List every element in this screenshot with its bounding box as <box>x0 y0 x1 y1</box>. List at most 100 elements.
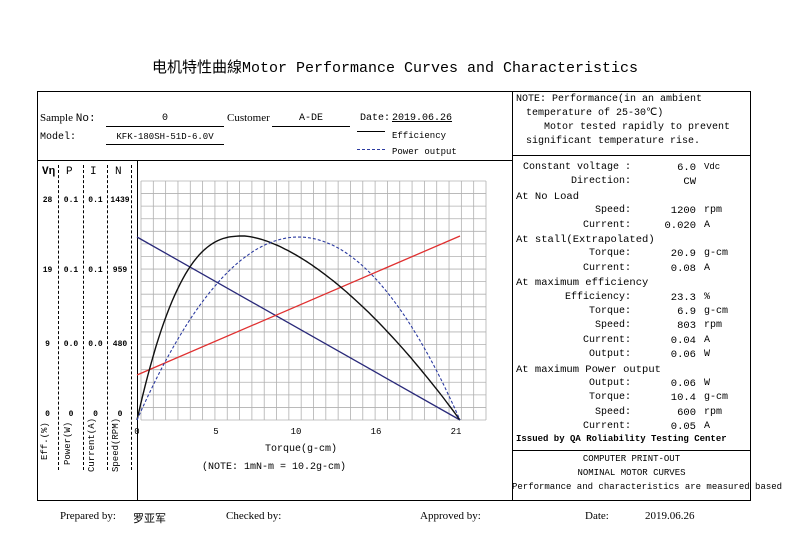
efficiency-curve <box>136 235 461 421</box>
spec-label: Speed: <box>594 205 631 217</box>
y-tick-power: 0.0 <box>63 340 79 349</box>
spec-unit: g-cm <box>704 392 729 404</box>
spec-value: 0.04 <box>670 334 696 347</box>
printout-line2: NOMINAL MOTOR CURVES <box>577 468 686 478</box>
x-axis-label: Torque(g-cm) <box>265 444 338 455</box>
spec-value: 20.9 <box>670 248 696 261</box>
spec-value: 0.06 <box>670 378 696 390</box>
spec-label: Efficiency: <box>564 291 631 303</box>
spec-value: 600 <box>677 406 696 419</box>
spec-label: Output: <box>588 378 631 389</box>
spec-section-header: At maximum efficiency <box>516 277 649 290</box>
spec-unit: g-cm <box>704 306 729 317</box>
y-tick-eff: 9 <box>45 340 50 349</box>
y-tick-power: 0.1 <box>63 266 79 275</box>
spec-unit: rpm <box>704 406 723 418</box>
spec-unit: A <box>704 334 711 346</box>
spec-label: Current: <box>582 262 631 274</box>
spec-value: 0.05 <box>670 421 696 434</box>
axis-header-power: P <box>66 166 73 178</box>
approved-label: Approved by: <box>420 510 481 522</box>
spec-unit: W <box>704 378 711 389</box>
spec-value: 0.020 <box>664 219 696 232</box>
spec-value: 10.4 <box>670 392 696 405</box>
y-tick-power: 0 <box>68 410 74 419</box>
x-tick-label: 10 <box>291 427 302 437</box>
speed-curve <box>136 236 461 421</box>
power-output-curve <box>136 236 461 421</box>
spec-unit: A <box>704 421 711 433</box>
customer-value: A-DE <box>298 113 323 124</box>
y-tick-speed: 959 <box>112 266 128 275</box>
spec-unit: W <box>704 349 711 361</box>
spec-unit: A <box>704 219 711 231</box>
x-tick-label: 16 <box>371 427 382 437</box>
conversion-note: (NOTE: 1mN-m = 10.2g-cm) <box>202 462 347 473</box>
note-text: NOTE: Performance(in an ambient temperat… <box>516 94 731 147</box>
spec-unit: Vdc <box>704 162 721 172</box>
spec-unit: % <box>704 291 711 303</box>
y-tick-current: 0 <box>93 410 98 419</box>
printout-line1: COMPUTER PRINT-OUT <box>582 454 681 464</box>
y-tick-power: 0.1 <box>63 196 79 205</box>
date-label: Date: <box>360 113 391 124</box>
spec-value: 0.06 <box>670 349 696 362</box>
spec-unit: A <box>704 262 711 274</box>
y-tick-current: 0.0 <box>88 340 103 349</box>
spec-value: CW <box>683 176 696 189</box>
spec-label: Current: <box>582 334 631 346</box>
legend-efficiency-label: Efficiency <box>392 131 447 141</box>
spec-value: 23.3 <box>670 291 696 304</box>
y-tick-current: 0.1 <box>88 266 103 275</box>
spec-label: Constant voltage : <box>522 162 631 173</box>
spec-value: 1200 <box>670 205 696 218</box>
axis-header-eff: Vη <box>42 166 56 178</box>
spec-label: Speed: <box>594 320 631 332</box>
legend-power-line <box>357 149 385 150</box>
spec-unit: g-cm <box>704 248 729 260</box>
spec-section-header: At stall(Extrapolated) <box>516 234 655 246</box>
checked-label: Checked by: <box>226 510 282 522</box>
spec-unit: rpm <box>704 205 723 217</box>
x-tick-label: 0 <box>134 427 139 437</box>
spec-unit: rpm <box>704 320 723 332</box>
spec-value: 6.9 <box>677 306 696 318</box>
x-tick-label: 5 <box>213 427 218 437</box>
spec-value: 803 <box>677 320 696 333</box>
spec-label: Output: <box>588 349 631 361</box>
spec-label: Current: <box>582 421 631 433</box>
spec-label: Speed: <box>594 406 631 418</box>
spec-label: Torque: <box>588 392 631 404</box>
spec-value: 0.08 <box>670 262 696 275</box>
y-tick-eff: 0 <box>45 410 50 419</box>
y-tick-eff: 19 <box>42 266 53 275</box>
spec-section-header: At maximum Power output <box>516 363 661 376</box>
sample-label: Sample No: <box>40 112 96 125</box>
customer-label: Customer <box>227 112 270 124</box>
y-tick-speed: 0 <box>117 410 123 419</box>
printout-line3: Performance and characteristics are meas… <box>512 482 783 492</box>
spec-label: Torque: <box>588 248 631 260</box>
y-tick-eff: 28 <box>42 196 53 205</box>
page-title: 电机特性曲線Motor Performance Curves and Chara… <box>151 60 639 77</box>
date-footer-value: 2019.06.26 <box>645 510 695 522</box>
prepared-value: 罗亚军 <box>133 513 166 525</box>
issued-by: Issued by QA Roliability Testing Center <box>516 433 727 444</box>
spec-section-header: At No Load <box>516 190 580 203</box>
spec-value: 6.0 <box>677 162 696 174</box>
legend-power-label: Power output <box>392 147 457 157</box>
model-label: Model: <box>40 132 77 143</box>
date-value: 2019.06.26 <box>392 113 453 124</box>
spec-label: Current: <box>582 219 631 231</box>
model-value: KFK-180SH-51D-6.0V <box>116 132 214 142</box>
axis-header-current: I <box>90 166 97 178</box>
legend-efficiency-line <box>357 131 385 132</box>
spec-label: Torque: <box>588 306 631 317</box>
sheet-frame <box>37 91 751 501</box>
y-tick-speed: 1439 <box>110 196 130 205</box>
spec-label: Direction: <box>570 176 631 188</box>
current-curve <box>136 235 461 376</box>
y-tick-current: 0.1 <box>88 196 103 205</box>
x-tick-label: 21 <box>451 427 462 437</box>
